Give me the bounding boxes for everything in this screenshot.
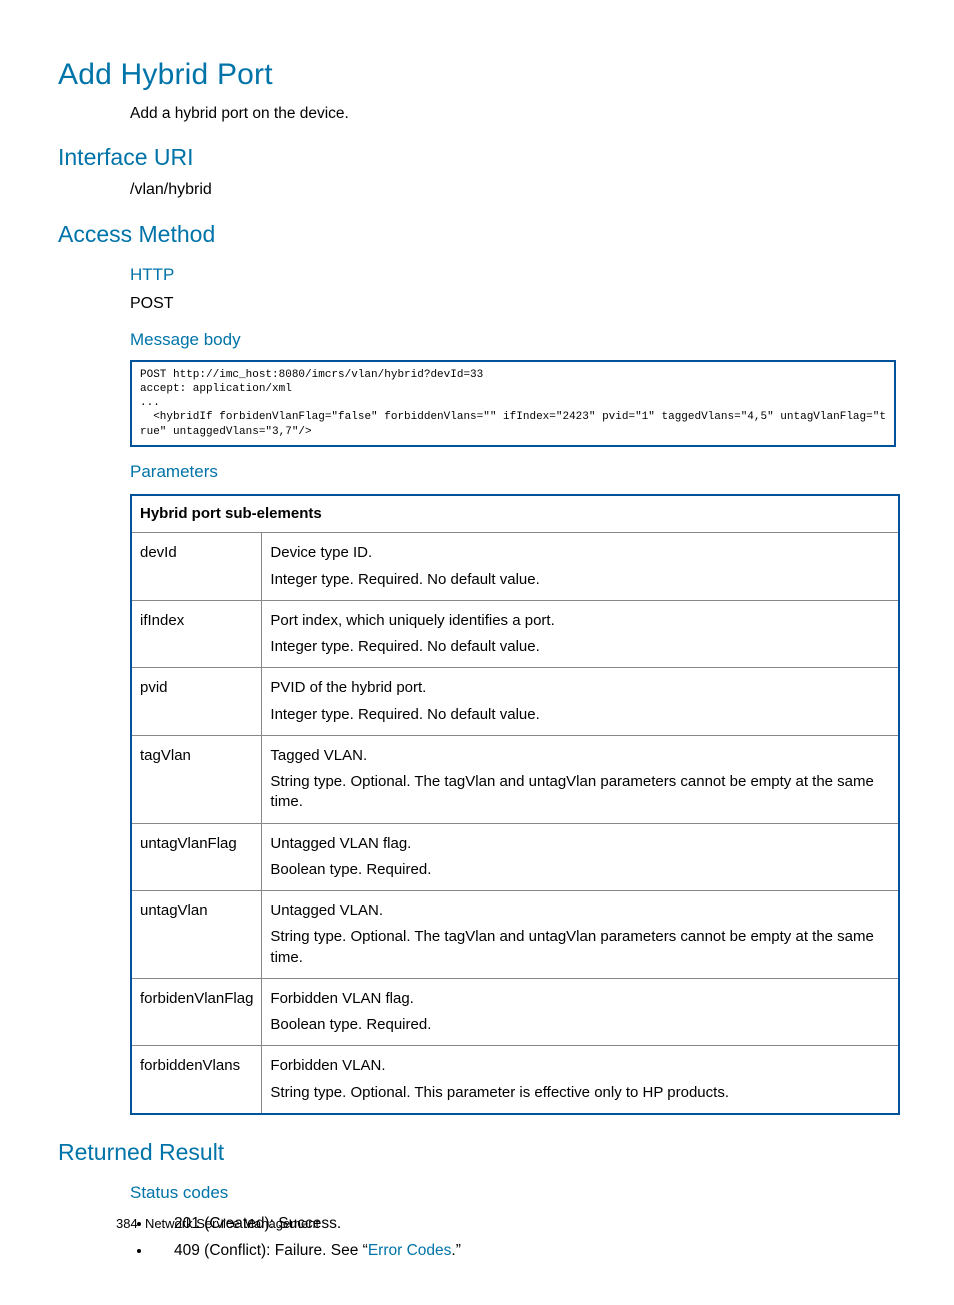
status-prefix: 409 (Conflict): Failure. See “ [174, 1242, 368, 1259]
param-name: pvid [131, 668, 262, 736]
page-title: Add Hybrid Port [58, 55, 896, 96]
footer-label: Network Service Management [145, 1216, 319, 1231]
http-method: POST [130, 293, 896, 315]
intro-text: Add a hybrid port on the device. [130, 104, 896, 125]
interface-uri-value: /vlan/hybrid [130, 179, 896, 201]
interface-uri-heading: Interface URI [58, 142, 896, 173]
page-footer: 384 Network Service Management [116, 1215, 319, 1233]
param-desc: Port index, which uniquely identifies a … [262, 600, 899, 668]
access-method-heading: Access Method [58, 219, 896, 250]
parameters-heading: Parameters [130, 461, 896, 484]
table-row: pvidPVID of the hybrid port.Integer type… [131, 668, 899, 736]
table-row: forbidenVlanFlagForbidden VLAN flag.Bool… [131, 978, 899, 1046]
http-heading: HTTP [130, 264, 896, 287]
table-row: devIdDevice type ID.Integer type. Requir… [131, 533, 899, 601]
param-desc: Forbidden VLAN.String type. Optional. Th… [262, 1046, 899, 1114]
param-name: tagVlan [131, 735, 262, 823]
param-desc: Tagged VLAN.String type. Optional. The t… [262, 735, 899, 823]
param-name: ifIndex [131, 600, 262, 668]
param-name: forbiddenVlans [131, 1046, 262, 1114]
page-number: 384 [116, 1216, 138, 1231]
param-desc: Untagged VLAN flag.Boolean type. Require… [262, 823, 899, 891]
param-desc: PVID of the hybrid port.Integer type. Re… [262, 668, 899, 736]
table-header: Hybrid port sub-elements [131, 495, 899, 533]
table-row: tagVlanTagged VLAN.String type. Optional… [131, 735, 899, 823]
parameters-table: Hybrid port sub-elements devIdDevice typ… [130, 494, 900, 1115]
table-row: ifIndexPort index, which uniquely identi… [131, 600, 899, 668]
table-row: forbiddenVlansForbidden VLAN.String type… [131, 1046, 899, 1114]
status-codes-heading: Status codes [130, 1182, 896, 1205]
code-block: POST http://imc_host:8080/imcrs/vlan/hyb… [130, 360, 896, 447]
param-name: untagVlanFlag [131, 823, 262, 891]
table-row: untagVlanUntagged VLAN.String type. Opti… [131, 891, 899, 979]
error-codes-link[interactable]: Error Codes [368, 1242, 452, 1259]
param-name: untagVlan [131, 891, 262, 979]
param-desc: Forbidden VLAN flag.Boolean type. Requir… [262, 978, 899, 1046]
status-suffix: .” [451, 1242, 460, 1259]
message-body-heading: Message body [130, 329, 896, 352]
param-name: devId [131, 533, 262, 601]
param-desc: Device type ID.Integer type. Required. N… [262, 533, 899, 601]
param-name: forbidenVlanFlag [131, 978, 262, 1046]
returned-result-heading: Returned Result [58, 1137, 896, 1168]
list-item: 409 (Conflict): Failure. See “Error Code… [152, 1238, 896, 1265]
table-row: untagVlanFlagUntagged VLAN flag.Boolean … [131, 823, 899, 891]
param-desc: Untagged VLAN.String type. Optional. The… [262, 891, 899, 979]
